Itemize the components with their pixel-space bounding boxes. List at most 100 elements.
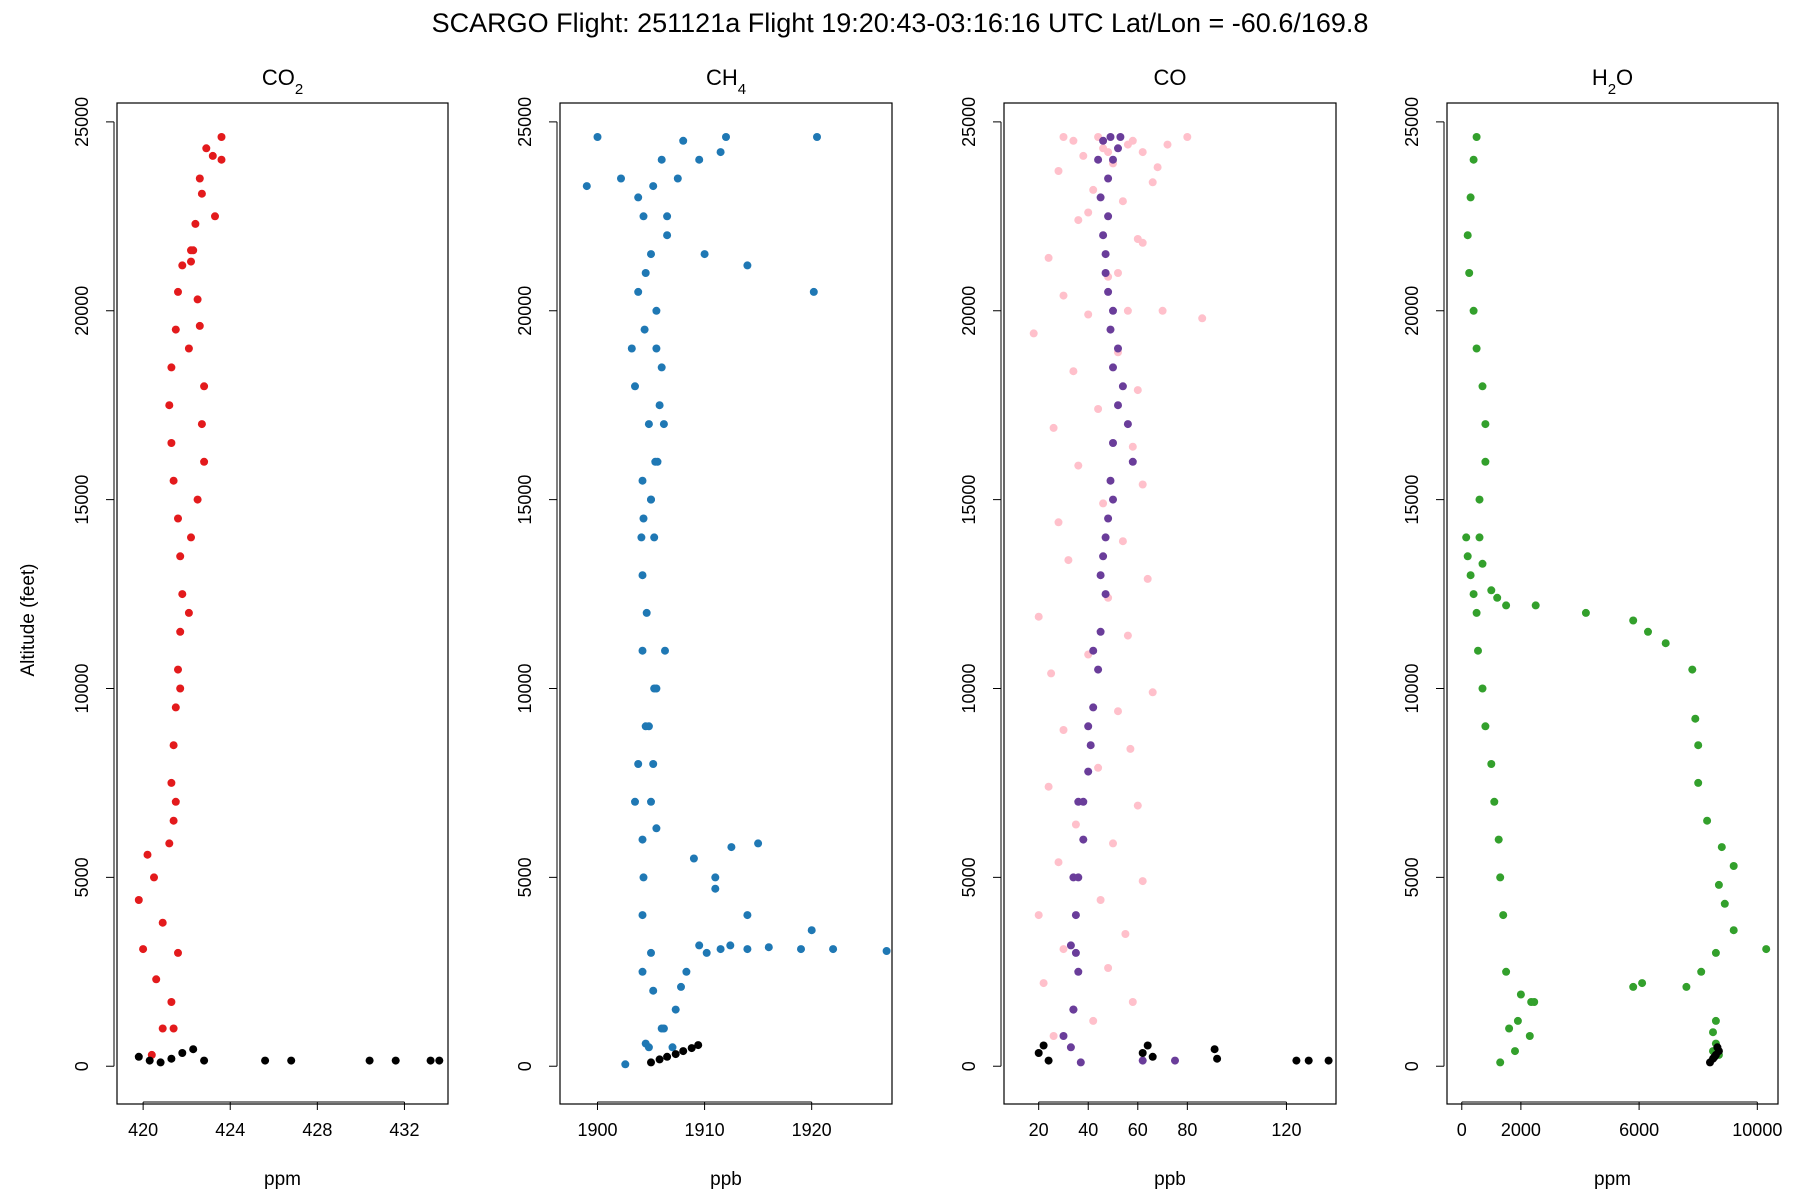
- data-point: [1213, 1054, 1222, 1063]
- data-point: [1106, 325, 1115, 334]
- data-point: [1324, 1056, 1333, 1065]
- data-point: [1079, 835, 1088, 844]
- data-point: [1481, 420, 1490, 429]
- data-point: [1465, 269, 1474, 277]
- data-point: [1089, 185, 1098, 194]
- data-point: [200, 1056, 209, 1065]
- data-point: [655, 401, 664, 410]
- data-point: [167, 778, 176, 787]
- data-point: [639, 212, 648, 221]
- data-point: [169, 1024, 178, 1033]
- data-point: [1101, 590, 1110, 599]
- y-tick-label: 25000: [72, 97, 92, 147]
- x-tick-label: 1900: [577, 1120, 617, 1140]
- data-point: [1148, 178, 1157, 187]
- data-point: [1644, 627, 1652, 636]
- x-tick-label: 40: [1078, 1120, 1098, 1140]
- data-point: [1694, 741, 1703, 750]
- data-point: [1109, 839, 1117, 848]
- data-point: [649, 760, 658, 768]
- data-point: [178, 590, 187, 599]
- x-tick-label: 0: [1457, 1120, 1467, 1140]
- data-point: [638, 967, 647, 976]
- data-point: [1079, 797, 1088, 806]
- data-point: [657, 363, 666, 372]
- data-point: [1171, 1056, 1179, 1065]
- data-point: [152, 975, 161, 984]
- data-point: [1148, 1052, 1157, 1061]
- data-point: [1496, 873, 1505, 882]
- data-point: [640, 325, 649, 334]
- data-point: [829, 945, 838, 954]
- data-point: [1711, 1016, 1720, 1025]
- data-point: [1104, 148, 1113, 157]
- data-point: [671, 1005, 680, 1014]
- data-point: [1074, 461, 1083, 470]
- data-point: [727, 843, 736, 852]
- data-point: [217, 133, 226, 141]
- data-point: [1123, 631, 1132, 640]
- data-point: [261, 1056, 270, 1065]
- data-point: [1466, 571, 1475, 580]
- data-point: [659, 420, 668, 429]
- data-point: [1084, 722, 1093, 731]
- data-point: [647, 1058, 655, 1067]
- data-point: [167, 439, 176, 447]
- data-point: [165, 401, 174, 410]
- plot-frame: [559, 102, 893, 1105]
- data-point: [150, 873, 158, 882]
- data-point: [1074, 967, 1083, 976]
- data-point: [1513, 1016, 1522, 1025]
- data-point: [208, 151, 217, 160]
- y-tick-label: 10000: [72, 663, 92, 713]
- data-point: [1071, 820, 1080, 829]
- data-point: [165, 839, 174, 848]
- data-point: [1729, 926, 1738, 935]
- y-tick-label: 5000: [515, 857, 535, 897]
- data-point: [1069, 136, 1078, 145]
- y-axis-label: Altitude (feet): [18, 564, 39, 677]
- data-point: [647, 250, 655, 259]
- data-point: [1044, 253, 1053, 262]
- data-point: [809, 287, 818, 296]
- data-point: [197, 189, 206, 198]
- data-point: [1128, 442, 1137, 451]
- data-point: [1531, 601, 1540, 610]
- data-point: [634, 760, 643, 768]
- data-point: [649, 986, 658, 995]
- data-point: [435, 1056, 444, 1065]
- data-point: [1123, 420, 1132, 429]
- x-axis-label: ppm: [1594, 1169, 1631, 1190]
- data-point: [1469, 155, 1478, 164]
- data-point: [200, 382, 209, 391]
- data-point: [1079, 151, 1088, 160]
- data-point: [134, 896, 143, 904]
- data-point: [1054, 518, 1063, 527]
- data-point: [1762, 945, 1771, 954]
- data-point: [1059, 726, 1068, 734]
- data-point: [1475, 533, 1484, 542]
- data-point: [1104, 964, 1113, 972]
- data-point: [287, 1056, 296, 1065]
- data-point: [813, 133, 821, 141]
- data-point: [1472, 608, 1481, 617]
- data-point: [1086, 741, 1095, 750]
- data-point: [638, 571, 647, 580]
- data-point: [139, 945, 148, 954]
- data-point: [1059, 133, 1068, 141]
- data-point: [1109, 363, 1117, 372]
- data-point: [1729, 862, 1738, 870]
- data-point: [1099, 231, 1108, 240]
- data-point: [169, 476, 178, 485]
- data-point: [178, 261, 187, 270]
- data-point: [1511, 1047, 1519, 1056]
- data-point: [1493, 593, 1502, 602]
- data-point: [191, 219, 200, 228]
- data-point: [711, 873, 720, 882]
- data-point: [217, 155, 226, 164]
- data-point: [1114, 401, 1122, 410]
- data-point: [1469, 590, 1478, 599]
- y-tick-label: 25000: [1402, 97, 1422, 147]
- data-point: [1691, 714, 1700, 723]
